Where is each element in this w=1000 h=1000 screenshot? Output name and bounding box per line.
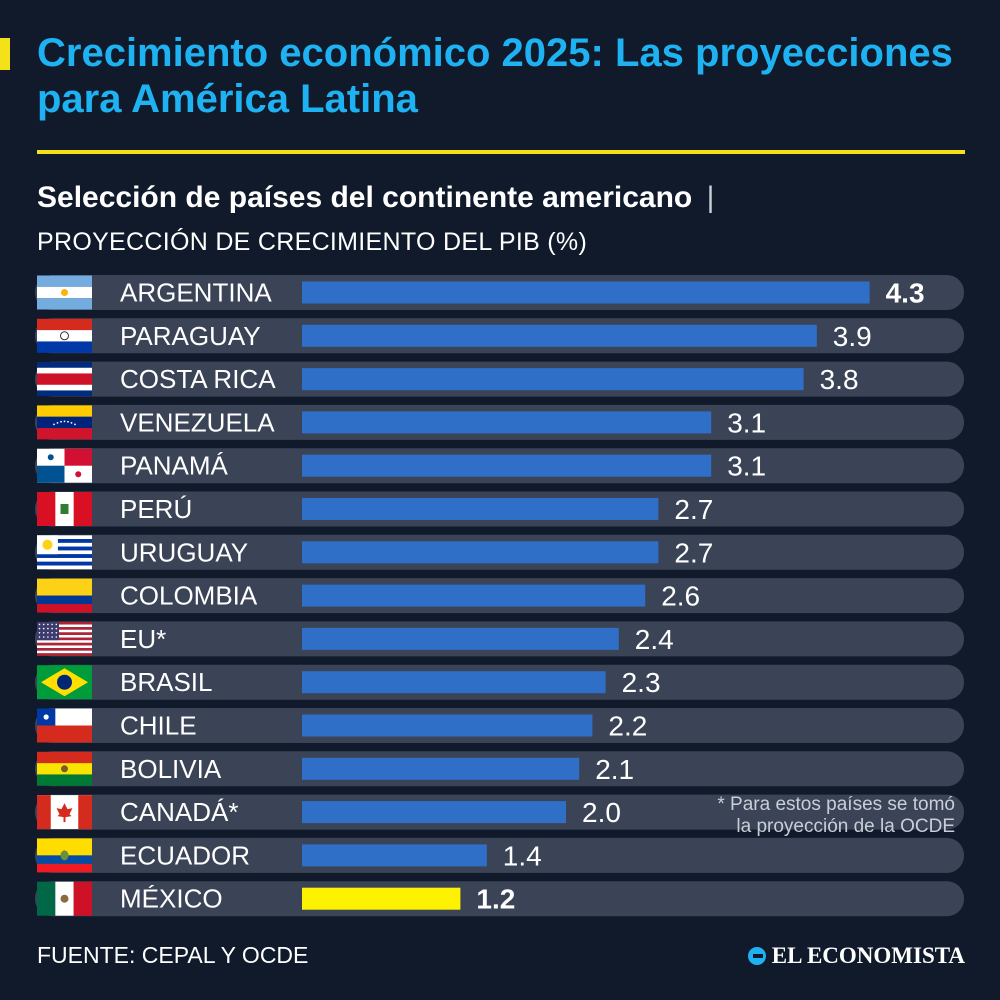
footnote-line-2: la proyección de la OCDE [736, 816, 955, 837]
peru-flag-icon [37, 492, 92, 526]
brand-mark-icon [747, 947, 766, 965]
category-label: EU* [120, 624, 166, 654]
bar [302, 454, 712, 477]
value-label: 1.2 [476, 884, 515, 915]
category-label: COSTA RICA [120, 364, 276, 394]
chart-title: Crecimiento económico 2025: Las proyecci… [37, 31, 953, 121]
category-label: COLOMBIA [120, 581, 258, 611]
usa-flag-icon [37, 621, 92, 656]
category-label: PERÚ [120, 494, 192, 524]
category-label: CHILE [120, 711, 197, 741]
panama-flag-icon [37, 448, 92, 483]
bar [302, 671, 606, 694]
value-label: 3.1 [727, 451, 766, 482]
footnote-line-1: * Para estos países se tomó [717, 794, 955, 815]
bolivia-flag-icon [37, 751, 92, 786]
value-label: 2.3 [622, 667, 661, 698]
value-label: 3.1 [727, 407, 766, 438]
value-label: 3.9 [833, 321, 872, 352]
chile-flag-icon [37, 708, 92, 743]
bar [302, 801, 566, 824]
colombia-flag-icon [37, 578, 92, 613]
bar [302, 757, 580, 780]
footnote: * Para estos países se tomó la proyecció… [680, 794, 955, 838]
value-label: 4.3 [886, 278, 925, 309]
value-label: 1.4 [503, 840, 542, 871]
value-label: 2.1 [595, 754, 634, 785]
ecuador-flag-icon [37, 838, 92, 873]
brazil-flag-icon [37, 665, 92, 700]
metric-label: PROYECCIÓN DE CRECIMIENTO DEL PIB (%) [37, 228, 588, 256]
bar [302, 844, 487, 867]
bar [302, 584, 646, 607]
bar [302, 368, 804, 391]
bar [302, 281, 870, 304]
category-label: BRASIL [120, 667, 213, 697]
source-label: FUENTE: CEPAL Y OCDE [37, 942, 309, 968]
venezuela-flag-icon [37, 405, 92, 440]
bar [302, 887, 461, 910]
value-label: 2.0 [582, 797, 621, 828]
bar [302, 627, 619, 650]
costa-rica-flag-icon [37, 362, 92, 397]
brand-logo: EL ECONOMISTA [747, 943, 965, 969]
category-label: MÉXICO [120, 884, 223, 914]
title-divider [37, 150, 965, 154]
row-background [35, 881, 964, 917]
bar [302, 714, 593, 737]
category-label: PANAMÁ [120, 451, 229, 481]
bar [302, 541, 659, 564]
paraguay-flag-icon [37, 318, 92, 353]
category-label: BOLIVIA [120, 754, 222, 784]
category-label: ECUADOR [120, 840, 250, 870]
uruguay-flag-icon [37, 535, 92, 570]
category-label: PARAGUAY [120, 321, 261, 351]
row-background [35, 837, 964, 873]
bar [302, 324, 817, 347]
argentina-flag-icon [37, 275, 92, 310]
canada-flag-icon [37, 795, 92, 830]
mexico-flag-icon [37, 881, 92, 916]
bar [302, 498, 659, 520]
value-label: 2.2 [608, 711, 647, 742]
value-label: 2.6 [661, 581, 700, 612]
category-label: URUGUAY [120, 537, 248, 567]
category-label: ARGENTINA [120, 278, 272, 308]
chart-subtitle: Selección de países del continente ameri… [37, 178, 714, 218]
value-label: 2.7 [674, 494, 713, 525]
brand-name: EL ECONOMISTA [771, 943, 965, 968]
category-label: VENEZUELA [120, 407, 275, 437]
category-label: CANADÁ* [120, 797, 238, 827]
bar [302, 411, 712, 434]
value-label: 2.4 [635, 624, 674, 655]
subtitle-text: Selección de países del continente ameri… [37, 181, 693, 214]
value-label: 2.7 [674, 537, 713, 568]
value-label: 3.8 [820, 364, 859, 395]
accent-tab [0, 38, 10, 70]
subtitle-separator: | [706, 181, 715, 214]
